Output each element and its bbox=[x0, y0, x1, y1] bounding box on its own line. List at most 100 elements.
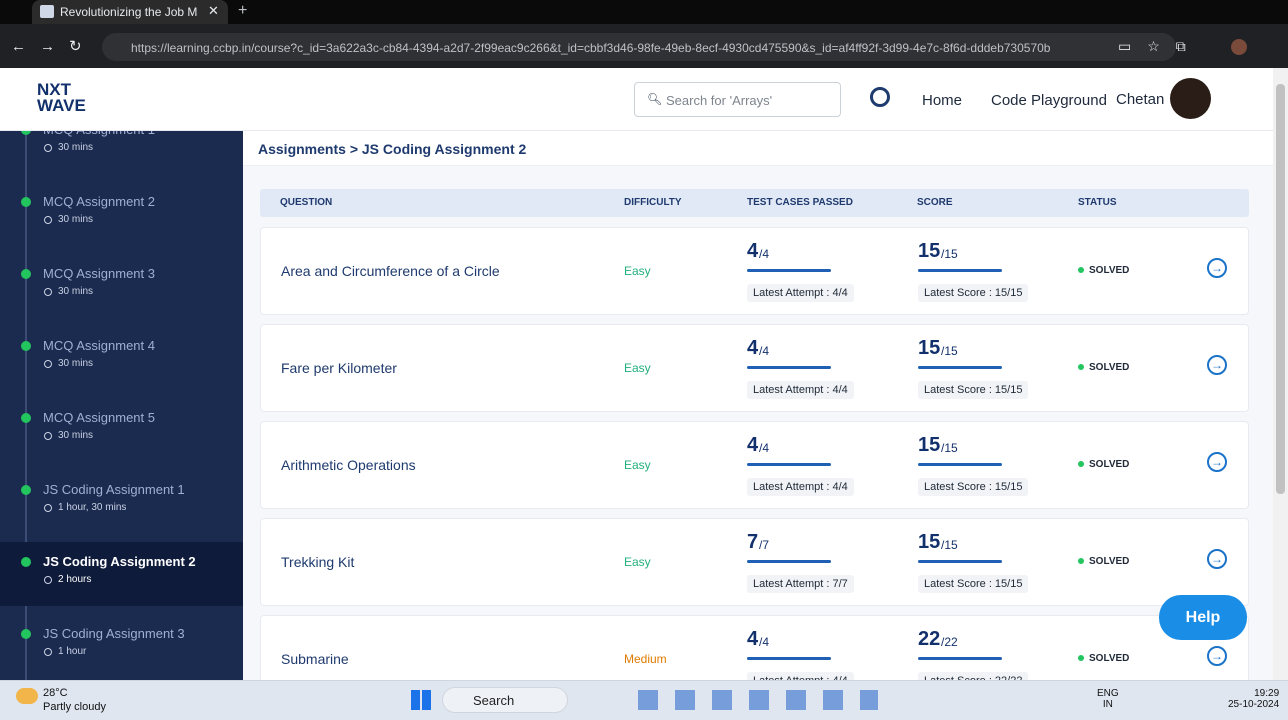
check-icon bbox=[21, 269, 31, 279]
nav-playground[interactable]: Code Playground bbox=[991, 92, 1107, 109]
profile-icon[interactable] bbox=[1231, 39, 1247, 55]
region-code: IN bbox=[1102, 699, 1113, 710]
item-title[interactable]: MCQ Assignment 5 bbox=[43, 410, 155, 425]
item-title[interactable]: JS Coding Assignment 1 bbox=[43, 482, 185, 497]
difficulty: Easy bbox=[624, 555, 651, 569]
search-box[interactable] bbox=[634, 82, 841, 117]
clock-icon bbox=[44, 432, 52, 440]
item-duration: 1 hour, 30 mins bbox=[58, 502, 127, 513]
count: 4 bbox=[747, 628, 759, 650]
url-box[interactable] bbox=[102, 33, 1176, 61]
question-name[interactable]: Area and Circumference of a Circle bbox=[281, 263, 500, 279]
url: https://learning.ccbp.in/course?c_id=3a6… bbox=[131, 41, 1051, 55]
question-name[interactable]: Fare per Kilometer bbox=[281, 360, 397, 376]
progress-line bbox=[25, 131, 27, 680]
open-arrow[interactable]: → bbox=[1207, 646, 1227, 666]
column-header: QUESTION bbox=[280, 197, 333, 208]
count: 22 bbox=[918, 628, 941, 650]
time: 19:29 bbox=[1254, 688, 1280, 699]
new-tab[interactable]: + bbox=[238, 2, 248, 19]
count-total: /4 bbox=[759, 344, 770, 358]
item-title[interactable]: MCQ Assignment 2 bbox=[43, 194, 155, 209]
breadcrumb-parent[interactable]: Assignments bbox=[258, 141, 346, 157]
item-title[interactable]: JS Coding Assignment 2 bbox=[43, 554, 196, 569]
progress-bar bbox=[918, 560, 1002, 563]
check-icon bbox=[21, 341, 31, 351]
question-name[interactable]: Arithmetic Operations bbox=[281, 457, 416, 473]
open-arrow[interactable]: → bbox=[1207, 549, 1227, 569]
start-button[interactable] bbox=[411, 690, 431, 710]
breadcrumb-current: JS Coding Assignment 2 bbox=[361, 141, 527, 157]
status-dot bbox=[1078, 267, 1084, 273]
count-total: /22 bbox=[941, 635, 958, 649]
latest-pill: Latest Attempt : 4/4 bbox=[747, 381, 854, 399]
open-arrow[interactable]: → bbox=[1207, 355, 1227, 375]
status: SOLVED bbox=[1089, 265, 1130, 276]
toolbar-icons[interactable]: ▭☆⧉ bbox=[1118, 38, 1202, 54]
status-dot bbox=[1078, 655, 1084, 661]
count: 4 bbox=[747, 240, 759, 262]
taskbar-search[interactable] bbox=[442, 687, 568, 713]
progress-bar bbox=[747, 366, 831, 369]
item-duration: 30 mins bbox=[58, 358, 94, 369]
table-header bbox=[260, 189, 1249, 217]
check-icon bbox=[21, 413, 31, 423]
latest-pill: Latest Attempt : 7/7 bbox=[747, 575, 854, 593]
difficulty: Easy bbox=[624, 361, 651, 375]
tab[interactable] bbox=[32, 0, 228, 24]
status: SOLVED bbox=[1089, 556, 1130, 567]
column-header: STATUS bbox=[1078, 197, 1117, 208]
help-button[interactable]: Help bbox=[1159, 595, 1247, 640]
progress-bar bbox=[747, 657, 831, 660]
check-icon bbox=[21, 197, 31, 207]
latest-pill: Latest Score : 15/15 bbox=[918, 284, 1029, 302]
date: 25-10-2024 bbox=[1228, 699, 1280, 710]
progress-bar bbox=[918, 269, 1002, 272]
item-duration: 2 hours bbox=[58, 574, 92, 585]
nav-buttons[interactable]: ←→↻ bbox=[11, 38, 96, 55]
item-title[interactable]: MCQ Assignment 4 bbox=[43, 338, 155, 353]
breadcrumb-separator: > bbox=[349, 141, 358, 157]
language[interactable]: ENG IN bbox=[1097, 688, 1119, 710]
column-header: TEST CASES PASSED bbox=[747, 197, 853, 208]
question-name[interactable]: Trekking Kit bbox=[281, 554, 355, 570]
tab-icon bbox=[40, 5, 54, 18]
count: 15 bbox=[918, 337, 941, 359]
clock-icon bbox=[44, 360, 52, 368]
status: SOLVED bbox=[1089, 459, 1130, 470]
column-header: DIFFICULTY bbox=[624, 197, 682, 208]
open-arrow[interactable]: → bbox=[1207, 452, 1227, 472]
tab-close[interactable]: ✕ bbox=[208, 3, 219, 18]
language-code: ENG bbox=[1097, 688, 1119, 699]
difficulty: Easy bbox=[624, 264, 651, 278]
item-title[interactable]: MCQ Assignment 1 bbox=[43, 131, 155, 137]
active-item-bg bbox=[0, 542, 243, 606]
latest-pill: Latest Score : 15/15 bbox=[918, 381, 1029, 399]
user-name[interactable]: Chetan bbox=[1116, 91, 1165, 108]
count-total: /15 bbox=[941, 441, 958, 455]
open-arrow[interactable]: → bbox=[1207, 258, 1227, 278]
breadcrumb: Assignments > JS Coding Assignment 2 bbox=[258, 141, 526, 157]
item-duration: 1 hour bbox=[58, 646, 87, 657]
avatar[interactable] bbox=[1170, 78, 1211, 119]
count-total: /15 bbox=[941, 247, 958, 261]
taskbar-apps[interactable] bbox=[638, 690, 878, 710]
item-title[interactable]: MCQ Assignment 3 bbox=[43, 266, 155, 281]
progress-bar bbox=[918, 463, 1002, 466]
nav-home[interactable]: Home bbox=[922, 92, 963, 109]
item-duration: 30 mins bbox=[58, 214, 94, 225]
status: SOLVED bbox=[1089, 362, 1130, 373]
check-icon bbox=[21, 629, 31, 639]
item-title[interactable]: JS Coding Assignment 3 bbox=[43, 626, 185, 641]
status: SOLVED bbox=[1089, 653, 1130, 664]
scroll-thumb[interactable] bbox=[1276, 84, 1285, 494]
count: 15 bbox=[918, 240, 941, 262]
clock-icon bbox=[44, 648, 52, 656]
timer-icon[interactable] bbox=[870, 87, 890, 107]
status-dot bbox=[1078, 461, 1084, 467]
question-name[interactable]: Submarine bbox=[281, 651, 349, 667]
status-dot bbox=[1078, 364, 1084, 370]
clock[interactable]: 19:29 25-10-2024 bbox=[1228, 688, 1279, 710]
temperature: 28°C bbox=[43, 687, 68, 699]
